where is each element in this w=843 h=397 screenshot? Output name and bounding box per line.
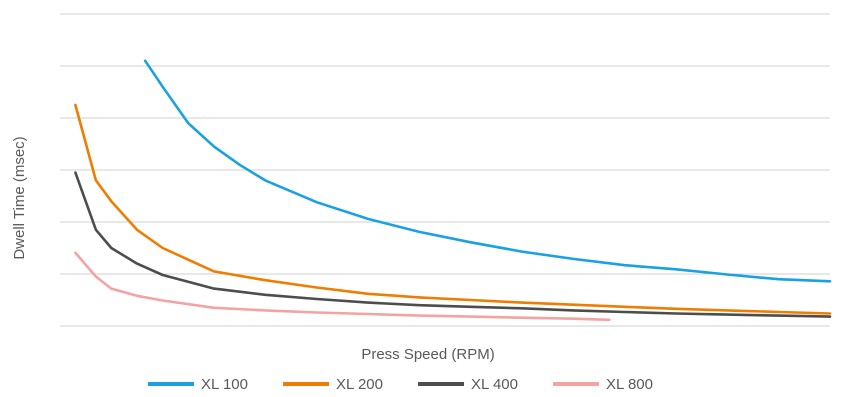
x-axis-title: Press Speed (RPM): [361, 346, 494, 363]
series-line-xl-400: [74, 171, 832, 318]
legend-label: XL 200: [336, 376, 383, 393]
series-lines: [74, 59, 832, 322]
legend: XL 100 XL 200 XL 400 XL 800: [148, 376, 653, 393]
legend-label: XL 400: [471, 376, 518, 393]
series-line-xl-800: [74, 251, 611, 322]
legend-label: XL 100: [201, 376, 248, 393]
y-axis-title: Dwell Time (msec): [11, 136, 28, 259]
gridlines: [60, 13, 830, 327]
legend-label: XL 800: [606, 376, 653, 393]
series-line-xl-200: [74, 103, 832, 315]
series-line-xl-100: [143, 59, 832, 283]
